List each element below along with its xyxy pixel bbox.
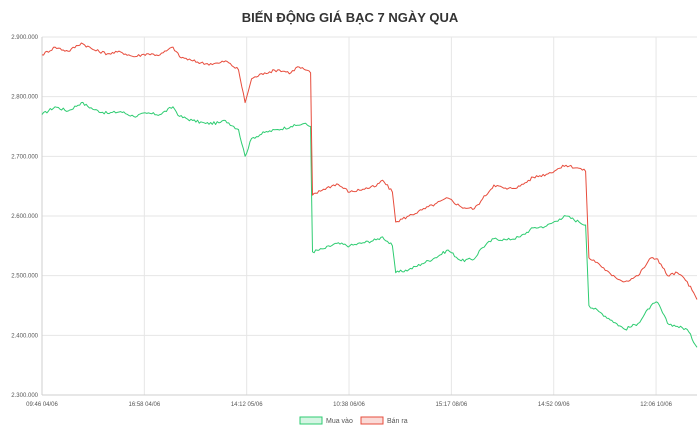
x-tick-label: 16:58 04/06: [128, 402, 160, 408]
grid-layer: [41, 36, 697, 396]
x-tick-label: 10:38 06/06: [333, 402, 365, 408]
axis-layer: 2.900.000 2.800.000 2.700.000 2.600.000 2.50…: [11, 35, 697, 408]
x-tick-label: 14:52 09/06: [538, 402, 570, 408]
legend-swatch: [299, 416, 323, 425]
chart-title: BIẾN ĐỘNG GIÁ BẠC 7 NGÀY QUA: [242, 10, 459, 25]
legend-swatch: [360, 416, 384, 425]
x-tick-label: 12:06 10/06: [640, 402, 672, 408]
x-tick-label: 09:46 04/06: [26, 402, 58, 408]
legend-label: Mua vào: [326, 418, 353, 425]
y-tick-label: 2.400.000: [11, 333, 38, 339]
y-tick-label: 2.800.000: [11, 95, 38, 101]
legend-item-mua-vao[interactable]: Mua vào: [299, 416, 353, 425]
y-tick-label: 2.300.000: [11, 393, 38, 399]
y-tick-label: 2.700.000: [11, 154, 38, 160]
legend[interactable]: Mua vào Bán ra: [299, 416, 408, 425]
x-tick-label: 15:17 08/06: [436, 402, 468, 408]
x-tick-label: 14:12 05/06: [231, 402, 263, 408]
series-line-mua-vao: [41, 101, 698, 348]
legend-item-ban-ra[interactable]: Bán ra: [360, 416, 408, 425]
series-line-ban-ra: [41, 42, 698, 300]
legend-label: Bán ra: [387, 418, 408, 425]
y-tick-label: 2.600.000: [11, 214, 38, 220]
y-tick-label: 2.900.000: [11, 35, 38, 41]
y-tick-label: 2.500.000: [11, 274, 38, 280]
series-layer: [41, 42, 698, 348]
